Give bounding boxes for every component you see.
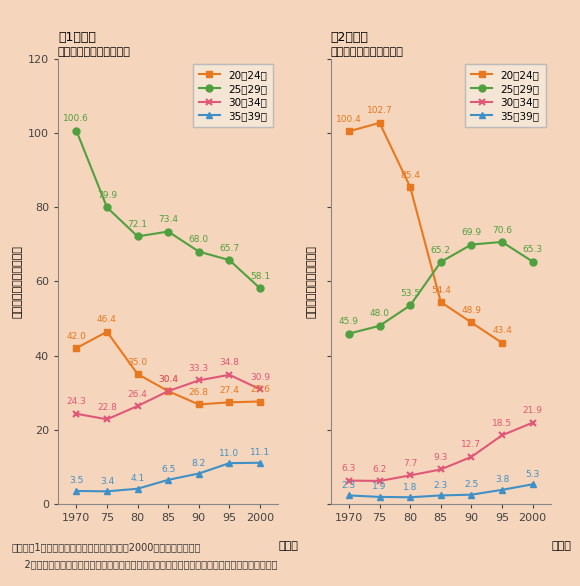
Text: 21.9: 21.9 bbox=[523, 406, 543, 415]
Text: 6.3: 6.3 bbox=[342, 464, 356, 473]
Text: 11.0: 11.0 bbox=[219, 448, 240, 458]
Text: 30.4: 30.4 bbox=[158, 374, 178, 384]
Legend: 20～24歳, 25～29歳, 30～34歳, 35～39歳: 20～24歳, 25～29歳, 30～34歳, 35～39歳 bbox=[193, 64, 273, 127]
Y-axis label: （人口千人あたり：人）: （人口千人あたり：人） bbox=[12, 245, 22, 318]
Text: 46.4: 46.4 bbox=[97, 315, 117, 324]
Text: （年）: （年） bbox=[278, 541, 298, 551]
Text: 4.1: 4.1 bbox=[130, 474, 145, 483]
Text: （年）: （年） bbox=[551, 541, 571, 551]
Text: 69.9: 69.9 bbox=[461, 228, 481, 237]
Text: 42.0: 42.0 bbox=[67, 332, 86, 340]
Text: 24.3: 24.3 bbox=[67, 397, 86, 406]
Text: 58.1: 58.1 bbox=[250, 272, 270, 281]
Text: 6.5: 6.5 bbox=[161, 465, 175, 474]
Text: 1.8: 1.8 bbox=[403, 483, 418, 492]
Text: 26.4: 26.4 bbox=[128, 390, 147, 398]
Text: 3.4: 3.4 bbox=[100, 477, 114, 486]
Text: 2。結婚生活に入ったときの年齢別にみた年次別初婚率（各居出年に結婚生活に入ったもの）。: 2。結婚生活に入ったときの年齢別にみた年次別初婚率（各居出年に結婚生活に入ったも… bbox=[12, 560, 277, 570]
Text: 3.5: 3.5 bbox=[69, 476, 84, 485]
Text: 100.4: 100.4 bbox=[336, 115, 362, 124]
Text: 11.1: 11.1 bbox=[250, 448, 270, 457]
Text: 102.7: 102.7 bbox=[367, 107, 393, 115]
Text: 79.9: 79.9 bbox=[97, 191, 117, 200]
Text: 27.4: 27.4 bbox=[219, 386, 240, 395]
Legend: 20～24歳, 25～29歳, 30～34歳, 35～39歳: 20～24歳, 25～29歳, 30～34歳, 35～39歳 bbox=[465, 64, 546, 127]
Text: 54.4: 54.4 bbox=[431, 285, 451, 295]
Text: 68.0: 68.0 bbox=[188, 235, 209, 244]
Text: 72.1: 72.1 bbox=[128, 220, 147, 229]
Text: 2.3: 2.3 bbox=[342, 481, 356, 490]
Text: 45.9: 45.9 bbox=[339, 317, 359, 326]
Text: 85.4: 85.4 bbox=[400, 171, 420, 179]
Text: （2）女性: （2）女性 bbox=[331, 31, 368, 44]
Text: 30.4: 30.4 bbox=[158, 374, 178, 384]
Text: 53.5: 53.5 bbox=[400, 289, 420, 298]
Text: 48.0: 48.0 bbox=[369, 309, 390, 318]
Text: 27.6: 27.6 bbox=[250, 385, 270, 394]
Text: 26.8: 26.8 bbox=[189, 388, 209, 397]
Text: （人口千人あたり：人）: （人口千人あたり：人） bbox=[331, 47, 404, 57]
Text: 33.3: 33.3 bbox=[188, 364, 209, 373]
Text: 6.2: 6.2 bbox=[372, 465, 387, 473]
Text: 48.9: 48.9 bbox=[462, 306, 481, 315]
Text: 100.6: 100.6 bbox=[63, 114, 89, 123]
Text: 2.5: 2.5 bbox=[464, 480, 478, 489]
Text: 22.8: 22.8 bbox=[97, 403, 117, 412]
Text: 5.3: 5.3 bbox=[525, 470, 540, 479]
Text: 2.3: 2.3 bbox=[434, 481, 448, 490]
Text: 65.2: 65.2 bbox=[431, 246, 451, 254]
Text: 1.9: 1.9 bbox=[372, 482, 387, 491]
Text: 65.7: 65.7 bbox=[219, 244, 240, 253]
Text: 65.3: 65.3 bbox=[523, 245, 543, 254]
Text: 7.7: 7.7 bbox=[403, 459, 418, 468]
Text: 35.0: 35.0 bbox=[128, 357, 148, 367]
Text: 73.4: 73.4 bbox=[158, 215, 178, 224]
Text: 3.8: 3.8 bbox=[495, 475, 509, 484]
Text: 70.6: 70.6 bbox=[492, 226, 512, 234]
Text: 8.2: 8.2 bbox=[191, 459, 206, 468]
Text: 12.7: 12.7 bbox=[462, 441, 481, 449]
Text: （人口千人あたり：人）: （人口千人あたり：人） bbox=[58, 47, 131, 57]
Text: （備考）1。厕生労働省『人口動態統計』（2000年）により作成。: （備考）1。厕生労働省『人口動態統計』（2000年）により作成。 bbox=[12, 542, 201, 552]
Text: 43.4: 43.4 bbox=[492, 326, 512, 335]
Text: 30.9: 30.9 bbox=[250, 373, 270, 382]
Y-axis label: （人口千人あたり：人）: （人口千人あたり：人） bbox=[306, 245, 316, 318]
Text: 18.5: 18.5 bbox=[492, 419, 512, 428]
Text: 9.3: 9.3 bbox=[434, 453, 448, 462]
Text: 34.8: 34.8 bbox=[219, 359, 240, 367]
Text: （1）男性: （1）男性 bbox=[58, 31, 96, 44]
